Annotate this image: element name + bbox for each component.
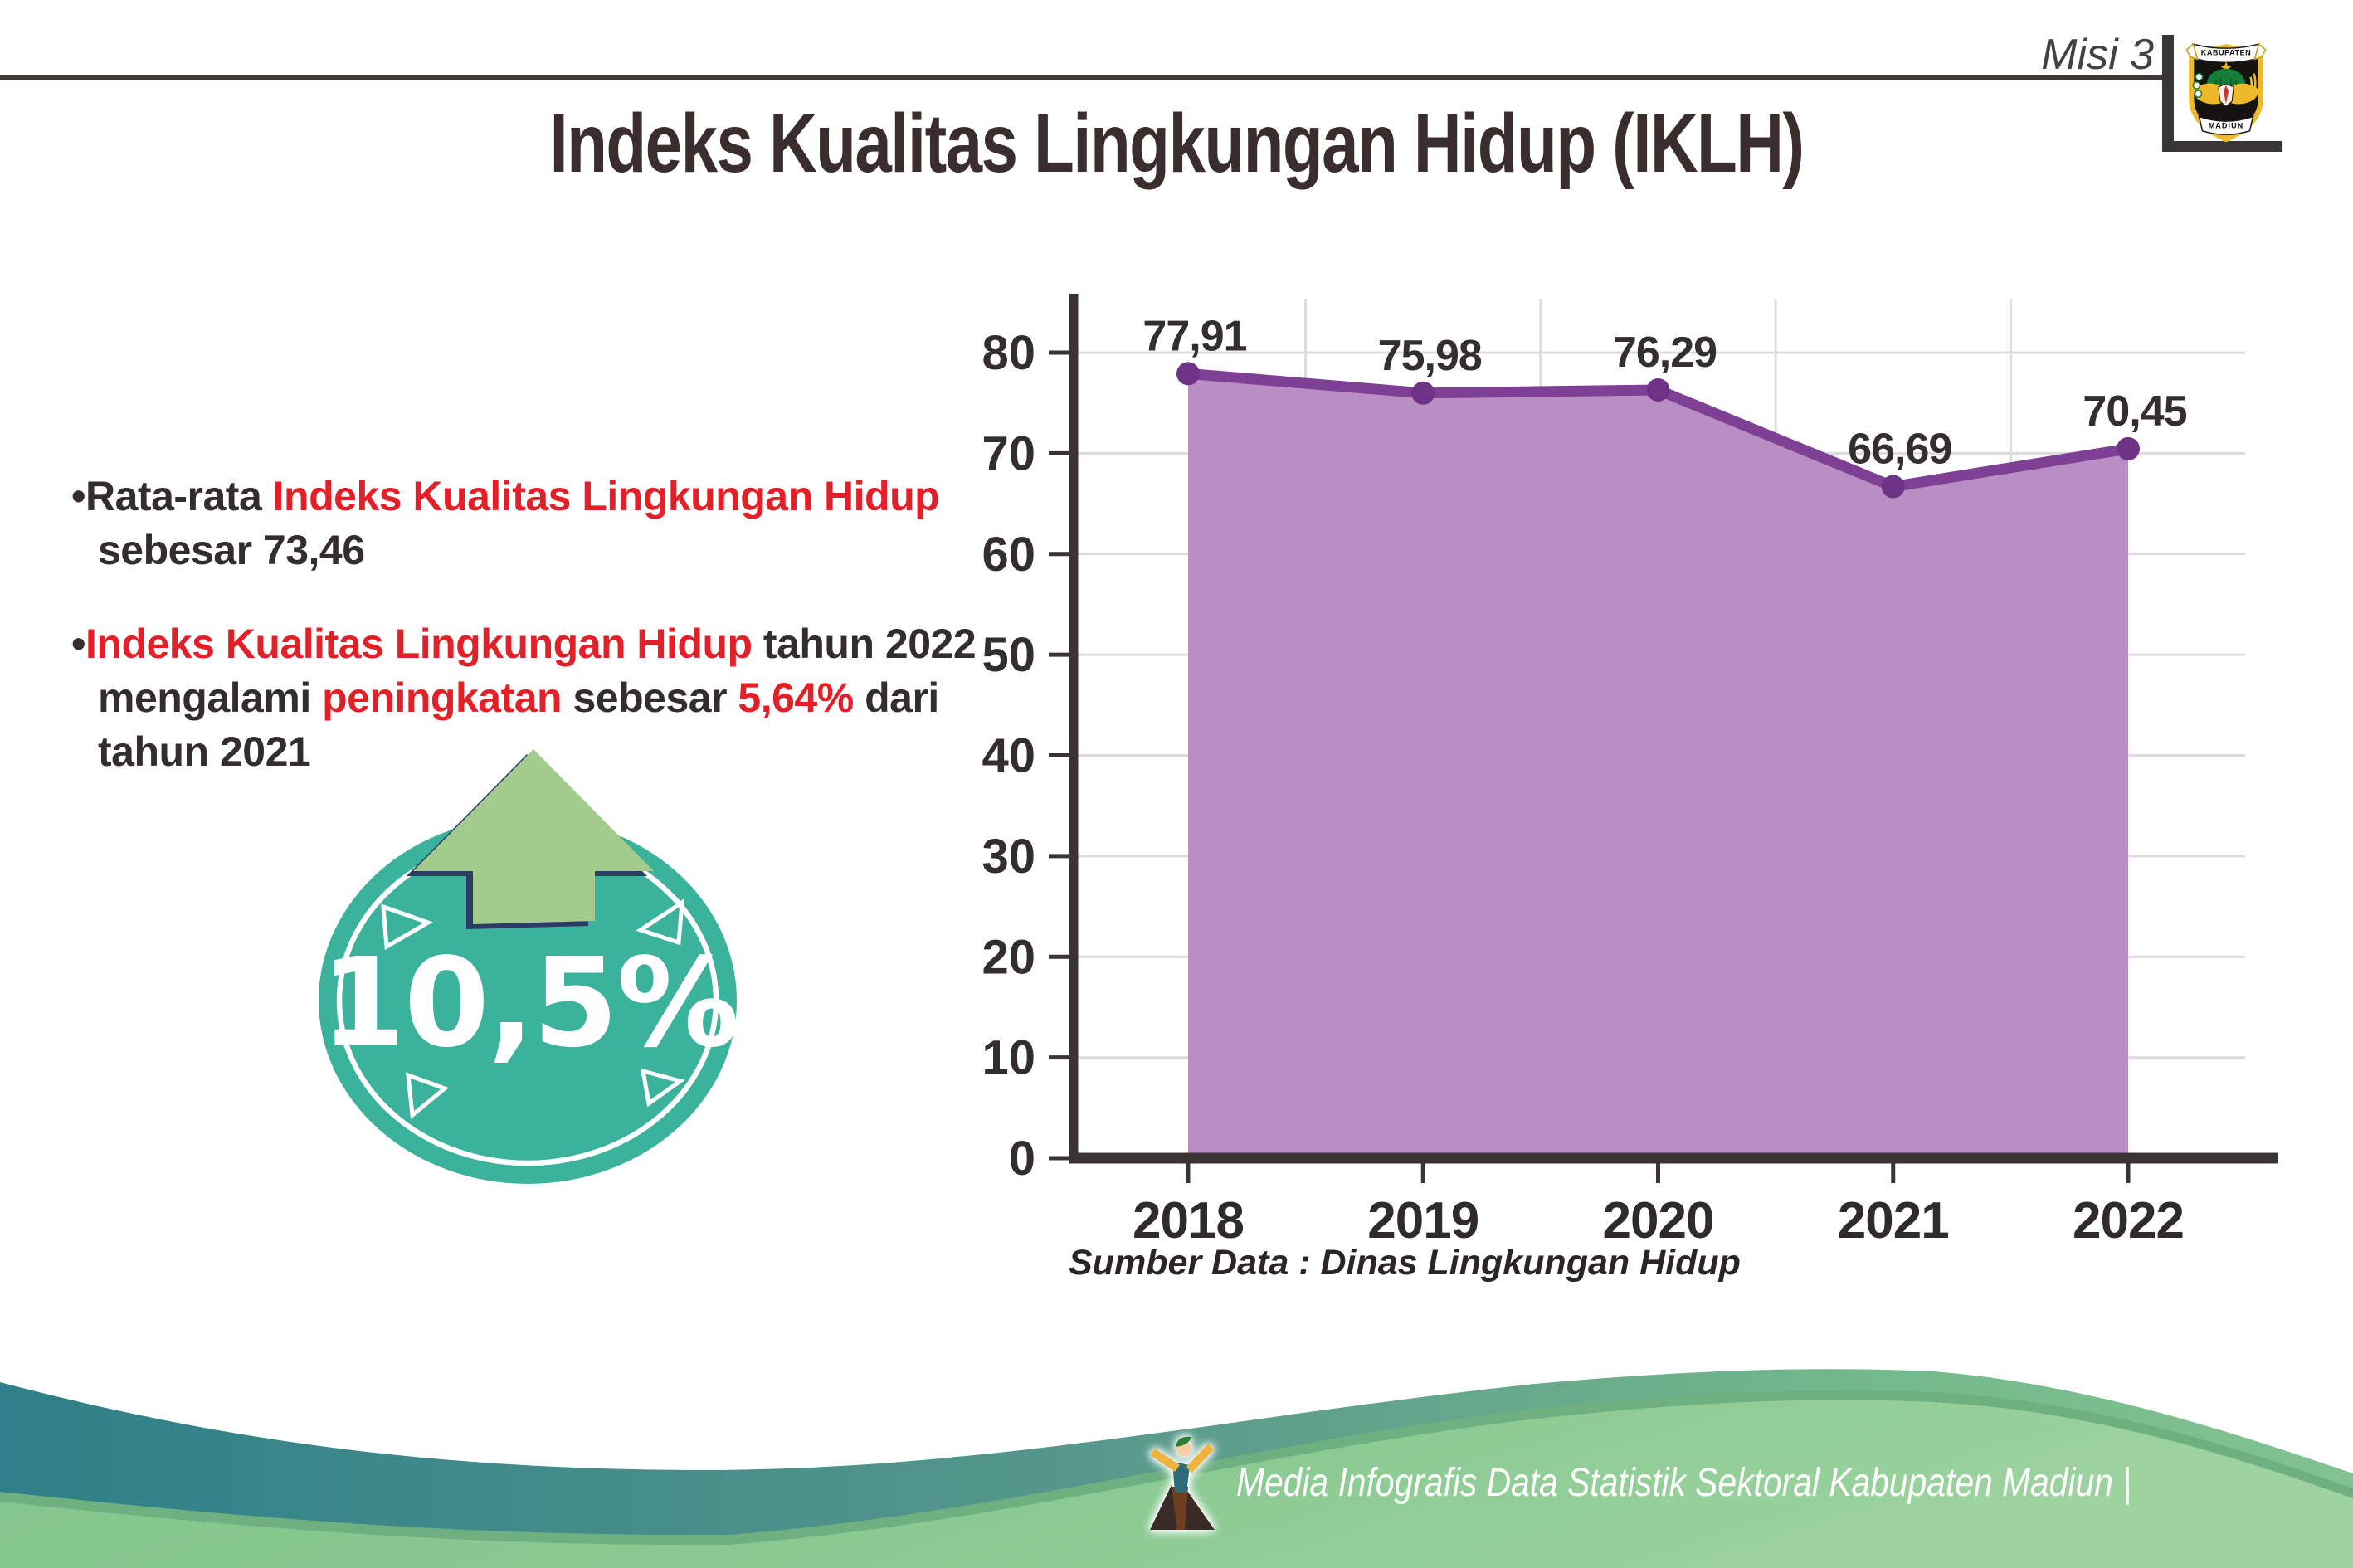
- badge-value: 10,5%: [320, 932, 739, 1074]
- logo-frame-horizontal: [2162, 141, 2282, 152]
- chart-area: [1188, 373, 2128, 1158]
- text-segment-highlight: Indeks Kualitas Lingkungan Hidup: [272, 473, 940, 519]
- chart-marker: [1176, 362, 1200, 386]
- text-segment: dari tahun 2021: [98, 674, 939, 775]
- bullet-marker: •: [71, 473, 86, 519]
- text-segment-highlight: 5,64%: [738, 674, 854, 721]
- text-segment: Rata-rata: [85, 473, 273, 519]
- bullet-marker: •: [71, 621, 86, 667]
- footer-band-wave: [0, 1369, 2353, 1536]
- chart-point-label: 77,91: [1142, 312, 1246, 360]
- chart-marker: [1411, 381, 1435, 405]
- text-segment: sebesar 73,46: [98, 527, 365, 573]
- chart-ytick-label: 80: [982, 326, 1035, 380]
- mascot-arm: [1150, 1449, 1180, 1472]
- logo-tassel: [2218, 134, 2234, 142]
- chart-marker: [2117, 436, 2140, 460]
- chart-ytick-label: 40: [982, 729, 1035, 783]
- bullet-list: •Rata-rata Indeks Kualitas Lingkungan Hi…: [71, 470, 1034, 819]
- mascot-leg: [1183, 1485, 1215, 1530]
- logo-frame-vertical: [2162, 35, 2174, 152]
- text-segment: sebesar: [562, 674, 738, 721]
- logo-cotton: [2195, 72, 2204, 81]
- logo-top-label: KABUPATEN: [2201, 48, 2252, 56]
- chart-point-label: 66,69: [1848, 426, 1951, 474]
- header-rule: [0, 75, 2167, 80]
- mascot-cap: [1176, 1436, 1191, 1447]
- chart-ytick-label: 50: [982, 628, 1035, 682]
- chart-ytick-label: 70: [982, 426, 1035, 480]
- chart-ytick-label: 20: [982, 930, 1035, 984]
- text-segment-highlight: peningkatan: [322, 674, 563, 721]
- mascot-torso: [1172, 1462, 1190, 1493]
- logo-ribbon-tail: [2253, 42, 2267, 61]
- chart-marker: [1881, 475, 1905, 499]
- chart-xtick-label: 2018: [1133, 1192, 1244, 1249]
- logo-wheat: [2248, 73, 2257, 98]
- text-segment: tahun 2022 mengalami: [98, 621, 977, 721]
- chart-xtick-label: 2021: [1838, 1192, 1949, 1249]
- chart-point-label: 76,29: [1613, 329, 1717, 377]
- increase-badge: [319, 749, 737, 1184]
- decor-triangle: [640, 1068, 685, 1108]
- mascot-body: [1172, 1487, 1188, 1530]
- logo-cotton: [2194, 90, 2203, 98]
- chart-point-label: 75,98: [1378, 332, 1482, 380]
- chart-xtick-label: 2019: [1367, 1192, 1479, 1249]
- decor-triangle: [636, 898, 684, 946]
- up-arrow-icon: [413, 749, 654, 924]
- logo-ribbon-tail: [2185, 42, 2199, 61]
- logo-ribbon-bottom: [2198, 115, 2254, 136]
- bullet-item-increase: •Indeks Kualitas Lingkungan Hidup tahun …: [71, 617, 1034, 779]
- chart-ytick-label: 10: [982, 1031, 1035, 1085]
- bullet-item-average: •Rata-rata Indeks Kualitas Lingkungan Hi…: [71, 470, 1034, 577]
- chart-xtick-label: 2020: [1603, 1192, 1714, 1249]
- source-note: Sumber Data : Dinas Lingkungan Hidup: [1069, 1243, 1741, 1283]
- decor-triangle: [406, 1072, 449, 1119]
- logo-kris: [2223, 85, 2229, 105]
- chart-point-label: 70,45: [2083, 387, 2186, 436]
- kabupaten-madiun-logo-icon: KABUPATEN MADIUN: [2185, 42, 2267, 143]
- page-title: Indeks Kualitas Lingkungan Hidup (IKLH): [549, 97, 1805, 190]
- chart-ytick-label: 0: [1009, 1132, 1035, 1186]
- logo-cotton: [2192, 81, 2201, 90]
- badge-circle: [319, 817, 737, 1184]
- text-segment-highlight: Indeks Kualitas Lingkungan Hidup: [85, 621, 753, 667]
- decor-triangle: [381, 903, 433, 951]
- mascot-leg: [1150, 1485, 1180, 1530]
- logo-bottom-label: MADIUN: [2209, 122, 2244, 130]
- chart-ytick-label: 30: [982, 830, 1035, 884]
- footer-credit: Media Infografis Data Statistik Sektoral…: [1236, 1461, 2131, 1505]
- logo-wing-left: [2194, 83, 2221, 105]
- chart-ytick-label: 60: [982, 528, 1035, 582]
- chart-xtick-label: 2022: [2073, 1192, 2184, 1249]
- mascot-icon: [1150, 1436, 1215, 1530]
- misi-label: Misi 3: [2041, 31, 2154, 79]
- mascot-arm: [1186, 1444, 1214, 1473]
- chart-marker: [1646, 378, 1670, 402]
